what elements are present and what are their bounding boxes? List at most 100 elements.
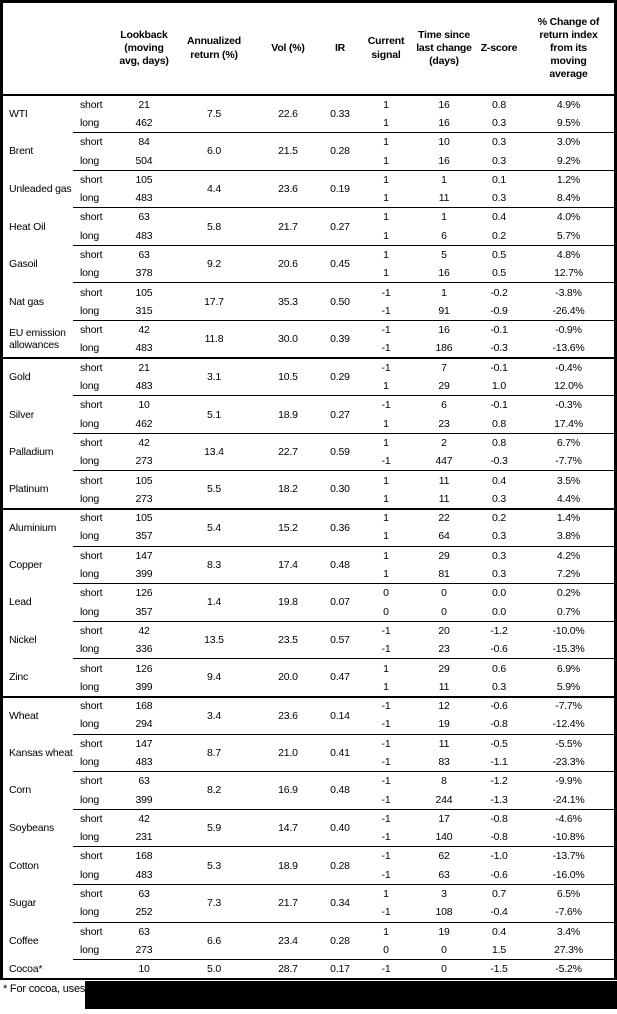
time-since-change-value: 5 [413, 244, 475, 265]
time-since-change-value: 1 [413, 169, 475, 189]
annualized-return-value: 13.5 [173, 620, 255, 659]
zscore-value: -0.1 [475, 357, 523, 377]
zscore-value: 0.0 [475, 583, 523, 603]
pct-change-value: -3.8% [523, 282, 614, 302]
zscore-value: -0.6 [475, 695, 523, 716]
time-since-change-value: 16 [438, 267, 450, 280]
pct-change-value: -24.1% [552, 793, 585, 806]
position-label: long [80, 605, 100, 618]
pct-change-value: -7.6% [555, 906, 582, 919]
ir-value: 0.14 [321, 695, 359, 735]
lookback-value: 462 [135, 116, 153, 129]
zscore-value: 0.3 [492, 192, 506, 205]
ir-value: 0.33 [330, 108, 350, 121]
vol-value: 17.4 [255, 545, 321, 584]
table-row: long 357 0 0 0.0 0.7% [3, 603, 614, 622]
ir-value: 0.39 [321, 320, 359, 359]
ir-value: 0.28 [321, 132, 359, 171]
header-time-since-change: Time since last change (days) [413, 3, 475, 96]
zscore-value: -0.8 [490, 831, 508, 844]
annualized-return-value: 5.5 [173, 470, 255, 509]
time-since-change-value: 29 [438, 380, 450, 393]
annualized-return-value: 8.3 [173, 545, 255, 584]
zscore-value: 0.3 [492, 154, 506, 167]
pct-change-value: 3.0% [523, 132, 614, 152]
commodity-name: Sugar [9, 897, 37, 910]
pct-change-value: 4.2% [523, 545, 614, 565]
current-signal-value: -1 [359, 846, 413, 866]
ir-value: 0.30 [321, 470, 359, 509]
time-since-change-value: 12 [413, 695, 475, 716]
position-label: short [73, 470, 115, 490]
position-label: short [73, 846, 115, 866]
pct-change-value: 4.0% [523, 207, 614, 227]
annualized-return-value: 3.1 [173, 357, 255, 396]
position-label: long [80, 793, 100, 806]
lookback-value: 273 [135, 455, 153, 468]
pct-change-value: -9.9% [523, 771, 614, 791]
table-row: long 462 1 16 0.3 9.5% [3, 114, 614, 133]
lookback-value: 63 [115, 771, 173, 791]
zscore-value: -0.3 [490, 342, 508, 355]
commodity-name: Lead [9, 596, 32, 609]
time-since-change-value: 19 [438, 718, 450, 731]
position-label: long [80, 906, 100, 919]
lookback-value: 483 [135, 342, 153, 355]
zscore-value: -0.6 [490, 643, 508, 656]
current-signal-value: -1 [359, 395, 413, 415]
position-label: short [73, 357, 115, 377]
current-signal-value: 1 [359, 244, 413, 265]
ir-value: 0.48 [321, 545, 359, 584]
zscore-value: -0.2 [475, 282, 523, 302]
time-since-change-value: 83 [438, 756, 450, 768]
pct-change-value: 12.7% [554, 267, 583, 280]
current-signal-value: 0 [359, 583, 413, 603]
zscore-value: 0.8 [492, 417, 506, 430]
time-since-change-value: 244 [435, 793, 453, 806]
pct-change-value: 3.5% [523, 470, 614, 490]
lookback-value: 42 [115, 620, 173, 641]
annualized-return-value: 7.5 [207, 108, 221, 121]
pct-change-value: 1.4% [523, 507, 614, 528]
ir-value: 0.45 [321, 244, 359, 283]
current-signal-value: -1 [359, 733, 413, 753]
ir-value: 0.41 [321, 733, 359, 772]
vol-value: 23.6 [255, 695, 321, 735]
zscore-value: -1.0 [475, 846, 523, 866]
time-since-change-value: 6 [413, 395, 475, 415]
position-label: long [80, 192, 100, 205]
lookback-value: 483 [135, 380, 153, 393]
annualized-return-value: 8.2 [173, 771, 255, 810]
lookback-value: 357 [135, 605, 153, 618]
vol-value: 21.7 [255, 883, 321, 923]
time-since-change-value: 16 [438, 116, 450, 129]
pct-change-value: -13.7% [523, 846, 614, 866]
header-pct-change: % Change of return index from its moving… [523, 3, 614, 96]
redaction-box [85, 981, 617, 1010]
current-signal-value: -1 [359, 620, 413, 641]
zscore-value: 1.0 [492, 380, 506, 393]
pct-change-value: 5.7% [556, 229, 581, 242]
zscore-value: 0.8 [492, 98, 506, 111]
header-current-signal: Current signal [359, 3, 413, 96]
lookback-value: 294 [135, 718, 153, 731]
pct-change-value: -16.0% [552, 868, 585, 881]
annualized-return-value: 5.0 [173, 959, 255, 979]
pct-change-value: -15.3% [552, 643, 585, 656]
table-row: Brent short 84 6.0 21.5 0.28 1 10 0.3 3.0% [3, 132, 614, 171]
zscore-value: 1.5 [492, 943, 506, 956]
annualized-return-value: 5.8 [173, 207, 255, 246]
table-row: Kansas wheat short 147 8.7 21.0 0.41 -1 11 -0.5-… [3, 733, 614, 772]
annualized-return-value: 1.4 [173, 583, 255, 622]
lookback-value: 10 [115, 959, 173, 979]
lookback-value: 42 [115, 808, 173, 829]
lookback-value: 399 [135, 793, 153, 806]
footnote-row: * For cocoa, uses [0, 980, 617, 1010]
ir-value: 0.40 [321, 808, 359, 847]
position-label: long [80, 455, 100, 468]
pct-change-value: -23.3% [552, 756, 585, 768]
vol-value: 22.7 [255, 432, 321, 471]
zscore-value: -0.1 [475, 320, 523, 340]
current-signal-value: 1 [383, 680, 389, 693]
